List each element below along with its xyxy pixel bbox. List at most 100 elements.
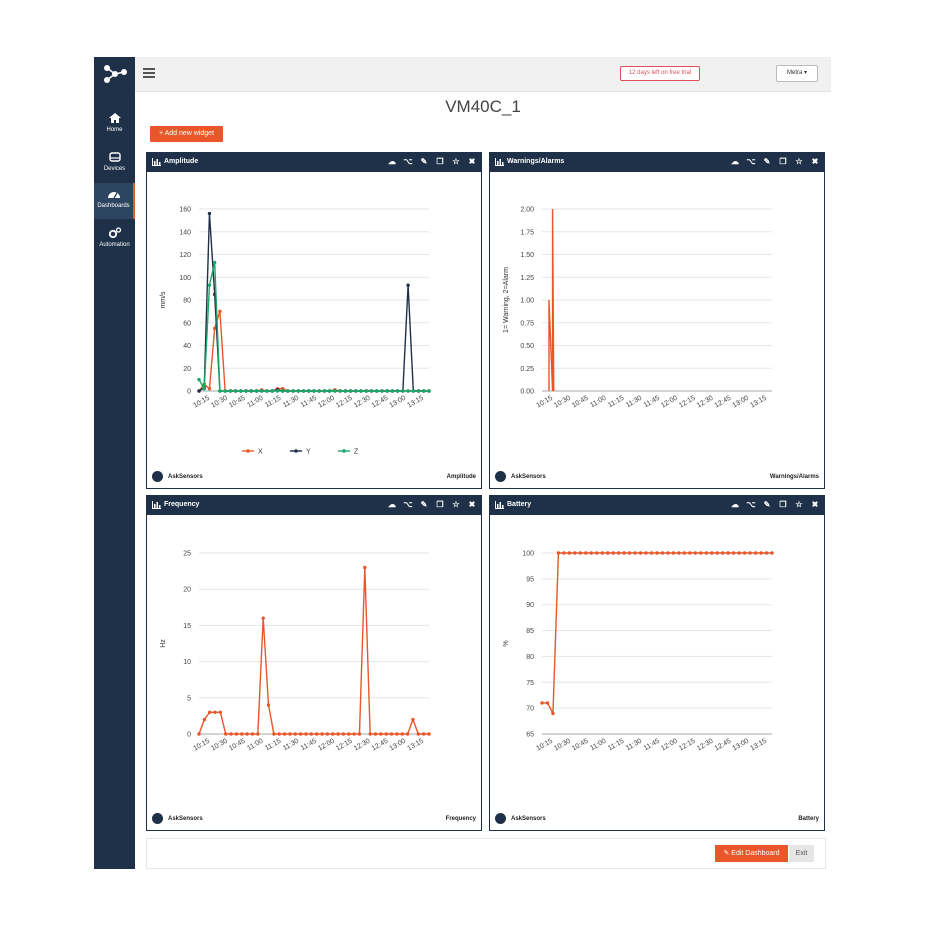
edit-icon[interactable]: ✎: [763, 500, 771, 509]
data-point: [354, 389, 358, 393]
data-point: [207, 710, 212, 714]
cloud-download-icon[interactable]: ☁: [388, 157, 396, 166]
data-point: [224, 732, 228, 736]
data-point: [389, 732, 394, 736]
data-point: [254, 389, 259, 393]
data-point: [390, 389, 395, 393]
x-tick-label: 10:45: [571, 738, 590, 753]
sidebar-item-dashboards[interactable]: Dashboards: [94, 183, 135, 219]
star-icon[interactable]: ☆: [795, 500, 803, 509]
x-tick-label: 12:45: [714, 738, 733, 753]
data-point: [234, 732, 239, 736]
x-tick-label: 12:30: [353, 738, 372, 753]
data-point: [341, 732, 346, 736]
x-tick-label: 10:30: [553, 738, 572, 753]
x-tick-label: 11:00: [246, 738, 264, 753]
y-tick-label: 15: [183, 623, 191, 630]
data-point: [721, 551, 725, 555]
copy-icon[interactable]: ❐: [436, 500, 444, 509]
user-menu[interactable]: Metra ▾: [776, 65, 818, 82]
edit-icon: ✎: [723, 850, 730, 857]
data-point: [197, 732, 201, 736]
data-point: [400, 732, 404, 736]
data-point: [731, 551, 736, 555]
x-tick-label: 12:30: [696, 738, 715, 753]
y-tick-label: 85: [526, 628, 534, 635]
star-icon[interactable]: ☆: [452, 500, 460, 509]
data-point: [416, 732, 421, 736]
data-point: [288, 732, 292, 736]
data-point: [352, 732, 356, 736]
y-tick-label: 20: [183, 587, 191, 594]
edit-icon[interactable]: ✎: [420, 500, 428, 509]
star-icon[interactable]: ☆: [452, 157, 460, 166]
user-menu-label: Metra: [786, 70, 803, 76]
x-tick-label: 12:00: [317, 738, 336, 753]
share-icon[interactable]: ⌥: [746, 157, 756, 166]
sidebar-item-automation[interactable]: Automation: [94, 222, 135, 258]
cloud-download-icon[interactable]: ☁: [731, 157, 739, 166]
x-tick-label: 11:30: [625, 738, 643, 753]
x-tick-label: 11:30: [282, 395, 300, 410]
x-tick-label: 10:30: [210, 395, 229, 410]
data-point: [359, 389, 363, 393]
amplitude-chart: 0 20 40 60 80 100 120 140 160 mm/s 10:15 10:30 10:45…: [160, 207, 431, 454]
data-point: [202, 387, 206, 391]
close-icon[interactable]: ✖: [811, 500, 819, 509]
star-icon[interactable]: ☆: [795, 157, 803, 166]
cloud-download-icon[interactable]: ☁: [388, 500, 396, 509]
close-icon[interactable]: ✖: [468, 157, 476, 166]
data-point: [327, 389, 332, 393]
share-icon[interactable]: ⌥: [403, 500, 413, 509]
data-point: [573, 551, 577, 555]
x-tick-label: 11:00: [589, 738, 607, 753]
data-point: [421, 732, 426, 736]
x-tick-label: 10:45: [571, 395, 590, 410]
widget-footer-name: Battery: [798, 816, 819, 822]
data-point: [197, 377, 201, 382]
copy-icon[interactable]: ❐: [779, 500, 787, 509]
data-point: [347, 732, 351, 736]
data-point: [764, 551, 769, 555]
sidebar-item-devices[interactable]: Devices: [94, 146, 135, 182]
data-point: [244, 389, 248, 393]
data-point: [556, 551, 561, 555]
copy-icon[interactable]: ❐: [779, 157, 787, 166]
edit-icon[interactable]: ✎: [420, 157, 428, 166]
data-point: [298, 732, 303, 736]
menu-toggle-icon[interactable]: [143, 67, 155, 79]
x-tick-label: 12:00: [317, 395, 336, 410]
app-logo[interactable]: [94, 57, 135, 91]
trial-badge[interactable]: 12 days left on free trial: [620, 66, 700, 81]
data-point: [197, 389, 201, 393]
close-icon[interactable]: ✖: [811, 157, 819, 166]
close-icon[interactable]: ✖: [468, 500, 476, 509]
data-point: [395, 732, 399, 736]
y-tick-label: 70: [526, 706, 534, 713]
x-tick-label: 13:00: [388, 395, 407, 410]
x-tick-label: 12:15: [335, 738, 354, 753]
share-icon[interactable]: ⌥: [403, 157, 413, 166]
data-point: [348, 389, 353, 393]
data-point: [589, 551, 593, 555]
data-point: [286, 389, 290, 393]
data-point: [600, 551, 604, 555]
x-tick-label: 12:15: [678, 738, 697, 753]
share-icon[interactable]: ⌥: [746, 500, 756, 509]
y-tick-label: 1.25: [520, 275, 534, 282]
sidebar-item-home[interactable]: Home: [94, 107, 135, 143]
edit-dashboard-button[interactable]: ✎ Edit Dashboard: [715, 845, 788, 862]
data-point: [364, 389, 368, 393]
x-tick-label: 10:45: [228, 738, 247, 753]
bar-chart-icon: [495, 158, 504, 166]
y-tick-label: 65: [526, 732, 534, 739]
data-point: [228, 389, 233, 393]
data-point: [296, 389, 301, 393]
cloud-download-icon[interactable]: ☁: [731, 500, 739, 509]
add-widget-button[interactable]: + Add new widget: [150, 126, 223, 142]
edit-icon[interactable]: ✎: [763, 157, 771, 166]
copy-icon[interactable]: ❐: [436, 157, 444, 166]
exit-button[interactable]: Exit: [789, 845, 814, 862]
data-point: [416, 389, 421, 393]
